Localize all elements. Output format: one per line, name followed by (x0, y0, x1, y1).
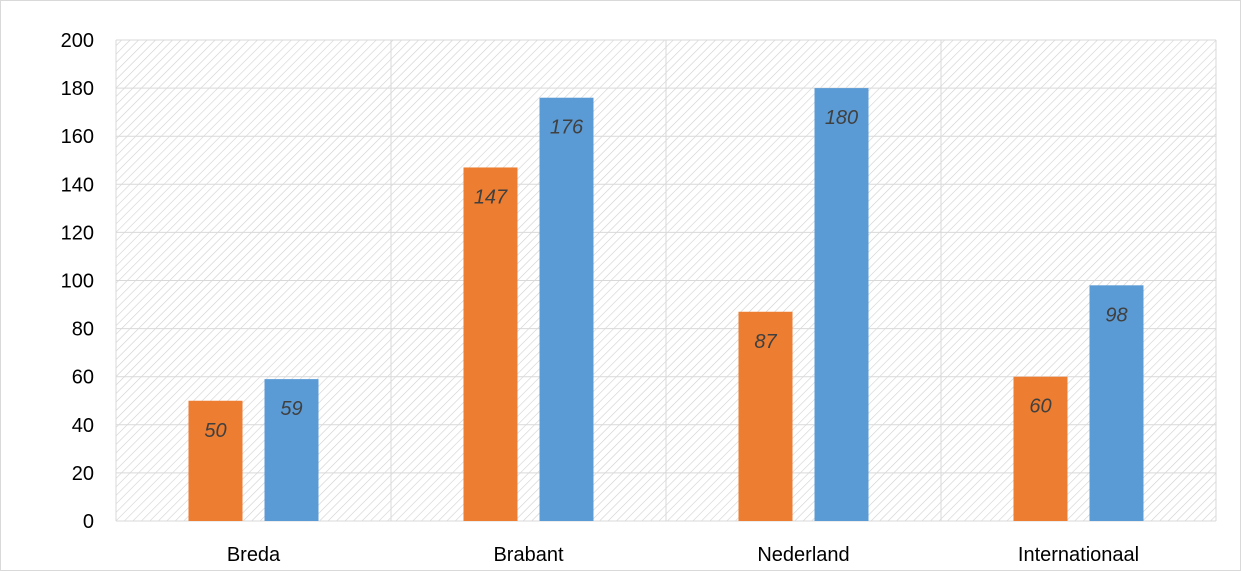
x-tick-label: Nederland (757, 544, 849, 566)
y-tick-label: 60 (72, 367, 94, 389)
data-label: 60 (1029, 396, 1051, 418)
bar (738, 311, 793, 521)
data-label: 180 (825, 107, 858, 129)
y-tick-label: 100 (61, 271, 94, 293)
x-tick-label: Brabant (493, 544, 563, 566)
y-tick-label: 180 (61, 78, 94, 100)
bar (463, 167, 518, 521)
bars (188, 88, 1144, 521)
data-label: 147 (474, 186, 508, 208)
bar (1013, 376, 1068, 521)
data-labels: 50 147 87 60 59 176 180 98 (204, 107, 1127, 442)
y-tick-label: 120 (61, 222, 94, 244)
data-label: 87 (754, 331, 777, 353)
y-axis: 0 20 40 60 80 100 120 140 160 180 200 (61, 30, 94, 533)
data-label: 59 (280, 398, 302, 420)
y-tick-label: 160 (61, 126, 94, 148)
x-axis: Breda Brabant Nederland Internationaal (227, 544, 1139, 566)
data-label: 98 (1105, 304, 1127, 326)
y-tick-label: 20 (72, 463, 94, 485)
y-tick-label: 200 (61, 30, 94, 52)
y-tick-label: 0 (83, 511, 94, 533)
bar (188, 400, 243, 521)
bar (814, 88, 869, 521)
y-tick-label: 140 (61, 174, 94, 196)
data-label: 176 (550, 117, 584, 139)
bar (264, 379, 319, 521)
x-tick-label: Internationaal (1018, 544, 1139, 566)
y-tick-label: 80 (72, 319, 94, 341)
data-label: 50 (204, 420, 226, 442)
y-tick-label: 40 (72, 415, 94, 437)
bar (539, 97, 594, 521)
bar (1089, 285, 1144, 521)
x-tick-label: Breda (227, 544, 281, 566)
